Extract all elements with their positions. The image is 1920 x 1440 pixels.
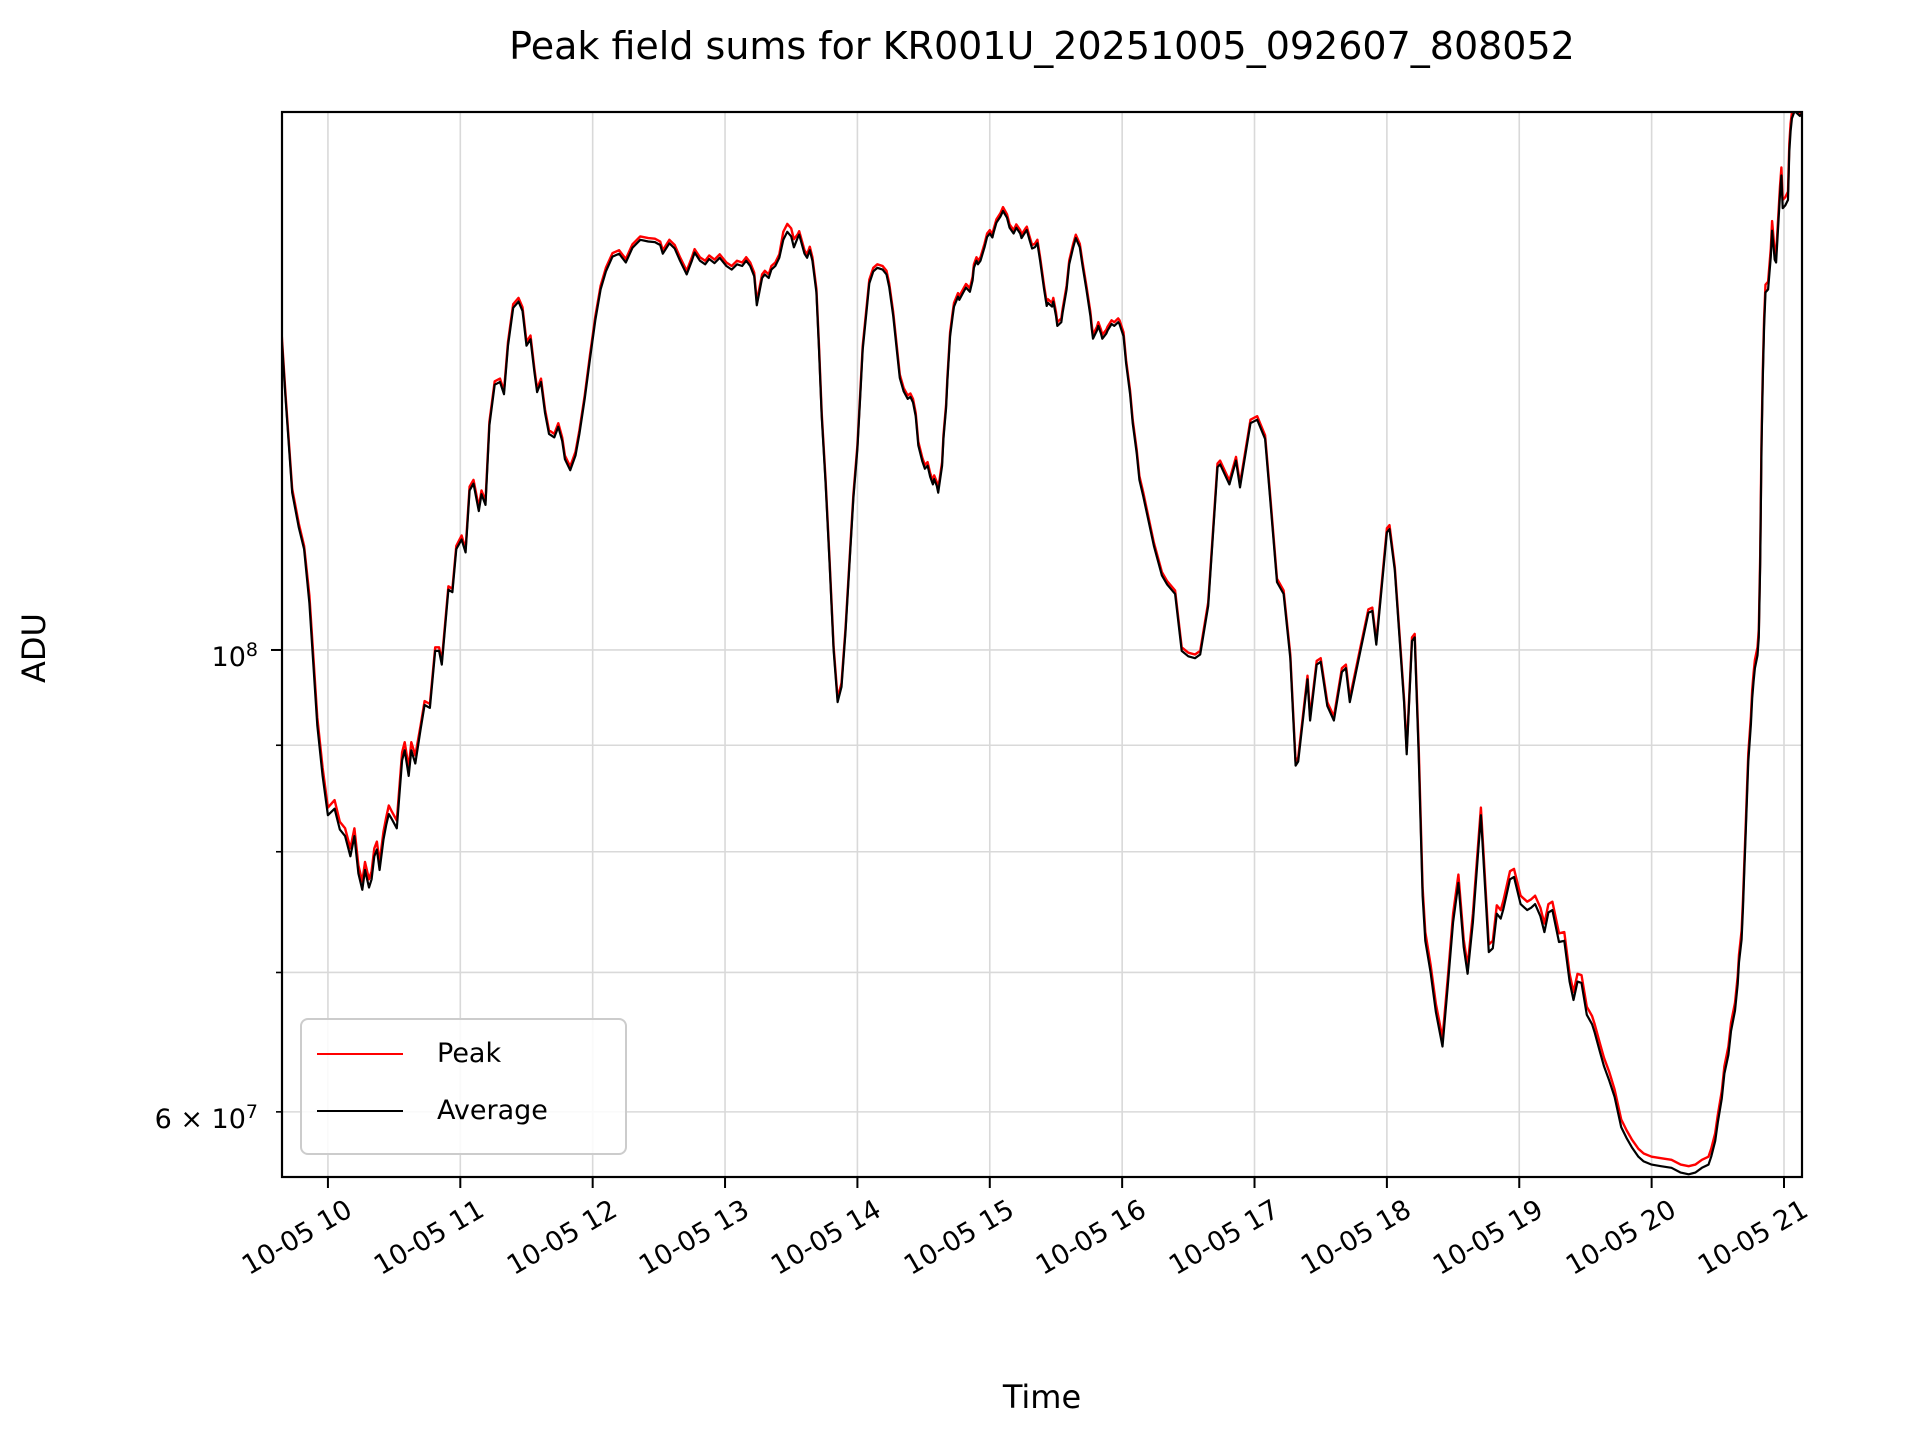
legend-label-peak: Peak xyxy=(437,1038,502,1069)
legend-label-average: Average xyxy=(437,1095,548,1126)
y-tick-label: 108 xyxy=(211,638,258,673)
y-axis-label: ADU xyxy=(15,613,53,683)
gridlines xyxy=(282,112,1802,1177)
legend-entry-average: Average xyxy=(302,1091,625,1131)
legend-entry-peak: Peak xyxy=(302,1034,625,1074)
average-line-swatch xyxy=(317,1110,403,1112)
peak-line-swatch xyxy=(317,1053,403,1055)
chart-title: Peak field sums for KR001U_20251005_0926… xyxy=(509,24,1575,68)
legend: Peak Average xyxy=(300,1018,627,1155)
x-axis-label: Time xyxy=(1002,1378,1082,1416)
tick-marks xyxy=(271,648,1785,1188)
plot-frame xyxy=(280,110,1804,1179)
y-tick-label: 6 × 107 xyxy=(154,1100,258,1135)
average-series-line xyxy=(282,112,1802,1176)
